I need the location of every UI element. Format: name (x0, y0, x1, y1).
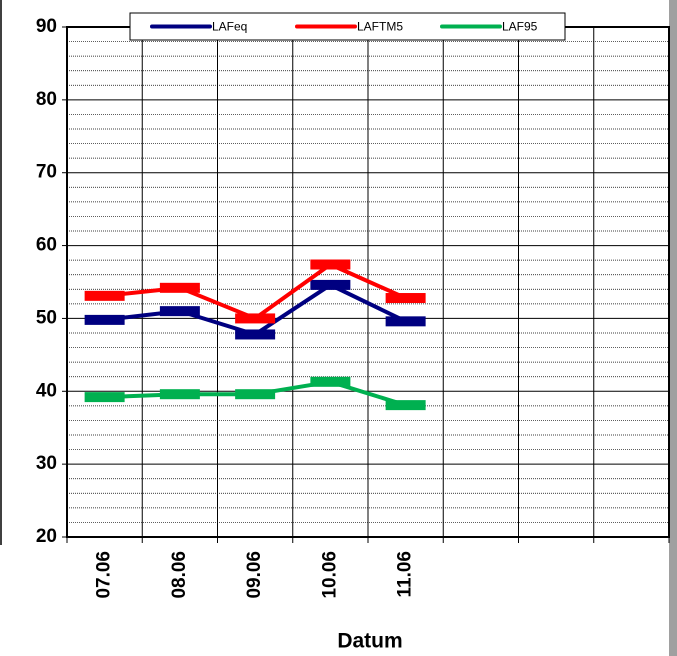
marker (385, 400, 426, 411)
marker (235, 313, 276, 324)
x-tick-label: 09.06 (244, 551, 265, 599)
marker (159, 389, 200, 400)
legend-label: LAFeq (212, 20, 247, 34)
marker (84, 314, 125, 325)
y-tick-label: 40 (36, 380, 57, 401)
y-tick-label: 80 (36, 89, 57, 110)
legend-label: LAF95 (502, 20, 538, 34)
x-tick-label: 08.06 (169, 551, 190, 599)
legend-label: LAFTM5 (357, 20, 403, 34)
x-tick-label: 10.06 (319, 551, 340, 599)
marker (310, 279, 351, 290)
marker (159, 306, 200, 317)
marker (385, 293, 426, 304)
right-edge (669, 0, 677, 656)
marker (385, 316, 426, 327)
y-tick-label: 50 (36, 307, 57, 328)
x-tick-label: 07.06 (94, 551, 115, 599)
y-tick-label: 90 (36, 16, 57, 37)
marker (159, 282, 200, 293)
marker (235, 329, 276, 340)
x-tick-label: 11.06 (395, 551, 416, 598)
marker (84, 290, 125, 301)
marker (310, 259, 351, 270)
marker (310, 376, 351, 387)
y-tick-label: 70 (36, 162, 57, 183)
marker (84, 392, 125, 403)
y-tick-label: 30 (36, 453, 57, 474)
x-axis-label: Datum (337, 630, 402, 653)
marker (235, 389, 276, 400)
y-tick-label: 20 (36, 526, 57, 547)
y-tick-label: 60 (36, 235, 57, 256)
